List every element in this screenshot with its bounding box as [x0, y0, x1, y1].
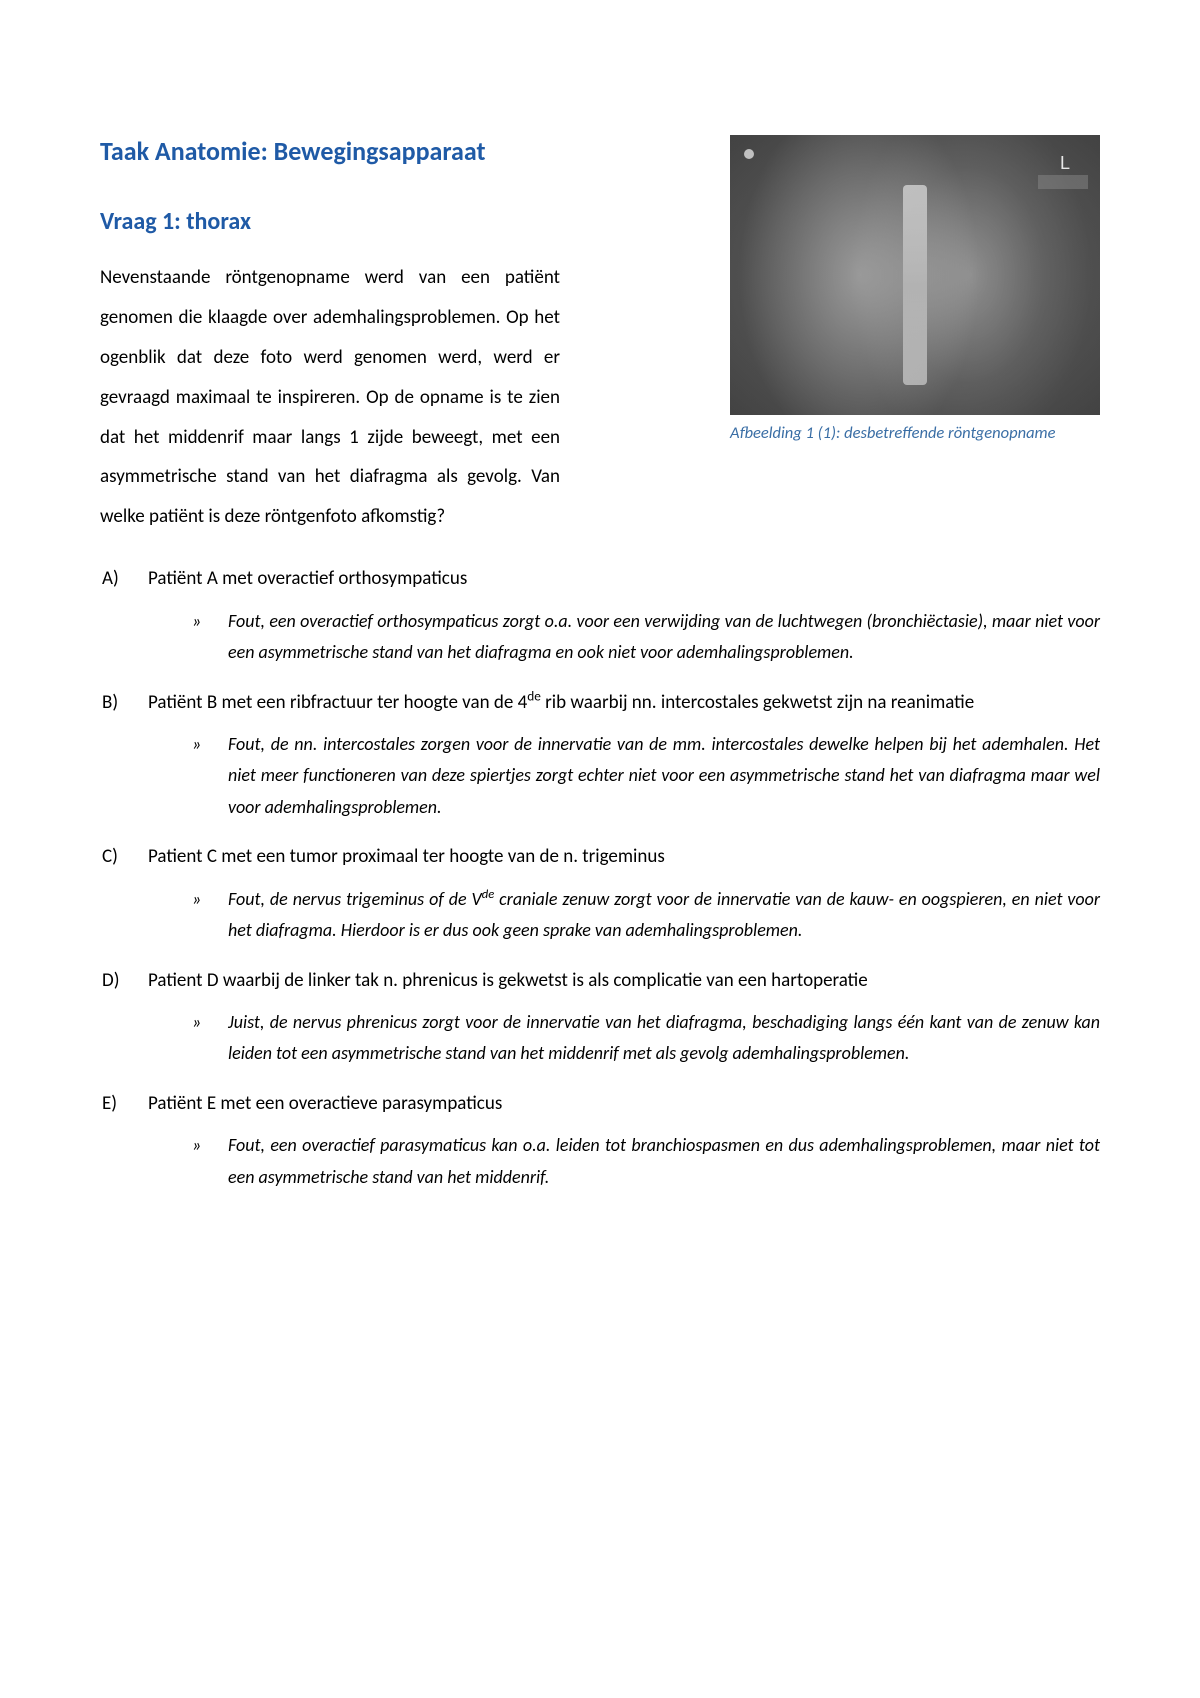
option-text: Patiënt E met een overactieve parasympat…	[148, 1088, 1100, 1120]
option-letter: B)	[100, 687, 148, 719]
explanation-text: Fout, de nn. intercostales zorgen voor d…	[228, 729, 1100, 824]
option-letter: A)	[100, 563, 148, 595]
figure-caption: Afbeelding 1 (1): desbetreffende röntgen…	[730, 423, 1100, 444]
option-letter: D)	[100, 965, 148, 997]
intro-paragraph: Nevenstaande röntgenopname werd van een …	[100, 258, 560, 537]
option-a: A) Patiënt A met overactief orthosympati…	[100, 563, 1100, 668]
option-letter: C)	[100, 841, 148, 873]
option-d: D) Patient D waarbij de linker tak n. ph…	[100, 965, 1100, 1070]
explanation-text: Fout, een overactief parasymaticus kan o…	[228, 1130, 1100, 1193]
option-text: Patiënt B met een ribfractuur ter hoogte…	[148, 687, 1100, 719]
explanation-text: Fout, een overactief orthosympaticus zor…	[228, 606, 1100, 669]
explanation-marker-icon: »	[192, 884, 228, 947]
option-text: Patient D waarbij de linker tak n. phren…	[148, 965, 1100, 997]
explanation-marker-icon: »	[192, 1007, 228, 1070]
option-text: Patient C met een tumor proximaal ter ho…	[148, 841, 1100, 873]
option-letter: E)	[100, 1088, 148, 1120]
figure-block: L Afbeelding 1 (1): desbetreffende röntg…	[730, 135, 1100, 444]
explanation-text: Fout, de nervus trigeminus of de Vde cra…	[228, 884, 1100, 947]
explanation-marker-icon: »	[192, 606, 228, 669]
xray-label-l: L	[1060, 153, 1070, 174]
explanation-marker-icon: »	[192, 1130, 228, 1193]
option-c: C) Patient C met een tumor proximaal ter…	[100, 841, 1100, 946]
explanation-marker-icon: »	[192, 729, 228, 824]
option-text: Patiënt A met overactief orthosympaticus	[148, 563, 1100, 595]
explanation-text: Juist, de nervus phrenicus zorgt voor de…	[228, 1007, 1100, 1070]
options-list: A) Patiënt A met overactief orthosympati…	[100, 563, 1100, 1193]
xray-label-box	[1038, 175, 1088, 189]
xray-image: L	[730, 135, 1100, 415]
option-b: B) Patiënt B met een ribfractuur ter hoo…	[100, 687, 1100, 824]
option-e: E) Patiënt E met een overactieve parasym…	[100, 1088, 1100, 1193]
